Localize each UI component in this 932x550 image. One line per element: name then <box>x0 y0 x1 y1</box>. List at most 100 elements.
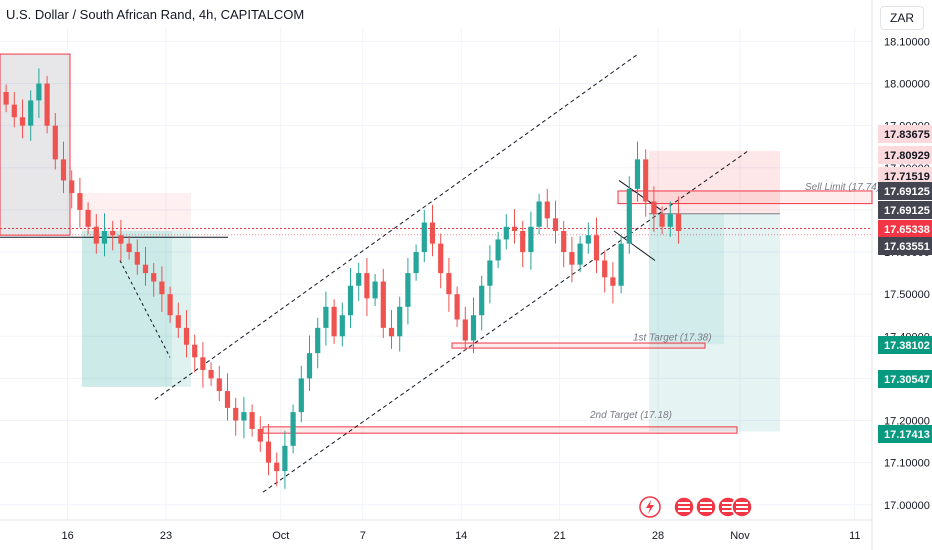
candle-body <box>28 100 34 126</box>
history-target-zone-inner <box>82 230 172 387</box>
y-tick-label: 18.00000 <box>884 79 930 91</box>
candle-body <box>265 441 272 463</box>
candle-body <box>3 91 9 105</box>
candle-body <box>470 315 477 341</box>
candle-body <box>667 214 673 227</box>
candle-body <box>208 369 214 379</box>
candle-body <box>413 252 419 274</box>
candle-body <box>675 214 682 231</box>
candle-body <box>577 243 583 265</box>
candle-body <box>528 226 534 253</box>
candle-body <box>479 285 485 316</box>
history-box <box>0 53 71 236</box>
target-1-box <box>451 342 706 349</box>
x-tick-label: 28 <box>652 530 664 542</box>
candle-body <box>626 188 632 244</box>
candle-body <box>495 239 501 261</box>
flag-stripe <box>678 506 690 508</box>
price-badge <box>878 336 932 354</box>
x-tick-label: Oct <box>272 530 289 542</box>
candle-body <box>544 201 550 219</box>
price-badges: 17.83675 17.80929 17.71519 17.69125 17.69125… <box>878 125 932 443</box>
candle-body <box>610 277 616 286</box>
annotation-label: 1st Target (17.38) <box>633 333 712 344</box>
candle-body <box>618 243 624 286</box>
candle-body <box>52 125 58 160</box>
flag-stripe <box>736 506 748 508</box>
flag-stripe <box>678 510 690 512</box>
x-tick-label: 23 <box>160 530 172 542</box>
trend-dashed <box>119 260 171 358</box>
candle-body <box>438 243 444 274</box>
price-badge <box>878 182 932 200</box>
x-tick-label: 11 <box>849 530 860 542</box>
sell-target-zone-inner <box>649 213 724 345</box>
candle-body <box>93 226 99 244</box>
channel-lower <box>262 150 749 493</box>
candle-body <box>134 252 140 265</box>
price-badge <box>878 237 932 255</box>
candle-body <box>126 243 132 253</box>
candle-body <box>282 445 288 472</box>
flag-stripe <box>678 502 690 504</box>
flag-stripe <box>736 502 748 504</box>
candle-body <box>511 226 518 231</box>
candle-body <box>397 306 403 337</box>
price-badge-label: 17.69125 <box>884 186 930 198</box>
candle-body <box>561 230 567 253</box>
candle-body <box>331 306 337 337</box>
channel-upper <box>154 53 639 400</box>
candle-body <box>364 273 370 299</box>
candle-body <box>372 281 378 299</box>
sell-target-zone <box>649 213 780 432</box>
candle-body <box>159 281 165 295</box>
candle-body <box>44 83 50 126</box>
flag-stripe <box>736 510 748 512</box>
candle-body <box>405 273 411 307</box>
candle-body <box>593 235 600 261</box>
candle-body <box>224 391 231 408</box>
annotation-label: 2nd Target (17.18) <box>589 410 672 421</box>
price-badge-label: 17.71519 <box>884 171 930 183</box>
price-badge <box>878 220 932 238</box>
candle-body <box>60 159 67 181</box>
candle-body <box>446 273 452 295</box>
candle-body <box>462 319 468 341</box>
candle-body <box>290 412 296 446</box>
currency-button[interactable]: ZAR <box>880 6 924 30</box>
candle-body <box>569 252 575 265</box>
price-badge <box>878 370 932 388</box>
candle-body <box>552 218 559 231</box>
price-badge-label: 17.80929 <box>884 150 930 162</box>
candle-body <box>347 285 354 316</box>
candle-body <box>151 273 157 282</box>
candle-body <box>356 273 362 286</box>
candle-body <box>454 294 460 320</box>
candle-body <box>634 159 641 189</box>
candle-body <box>380 281 386 328</box>
candle-body <box>429 222 436 244</box>
candle-body <box>388 327 395 337</box>
candle-body <box>298 378 304 413</box>
candle-body <box>167 294 173 316</box>
candle-body <box>183 327 190 345</box>
annotations: Sell Limit (17.74) 1st Target (17.38) 2nd … <box>589 182 880 421</box>
candle-body <box>19 117 26 126</box>
flag-stripe <box>700 510 712 512</box>
target-2-box <box>262 426 738 434</box>
price-badge <box>878 125 932 143</box>
annotation-label: Sell Limit (17.74) <box>805 182 880 193</box>
candle-body <box>503 226 509 240</box>
flag-stripe <box>722 502 734 504</box>
candle-body <box>85 209 91 227</box>
price-badge <box>878 425 932 443</box>
price-badge-label: 17.30547 <box>884 374 930 386</box>
candle-body <box>118 235 124 244</box>
lightning-icon-glyph <box>646 500 654 514</box>
candle-body <box>585 235 591 244</box>
candle-body <box>241 412 247 421</box>
price-badge-label: 17.63551 <box>884 241 930 253</box>
candle-body <box>257 428 263 442</box>
candle-body <box>315 327 321 354</box>
